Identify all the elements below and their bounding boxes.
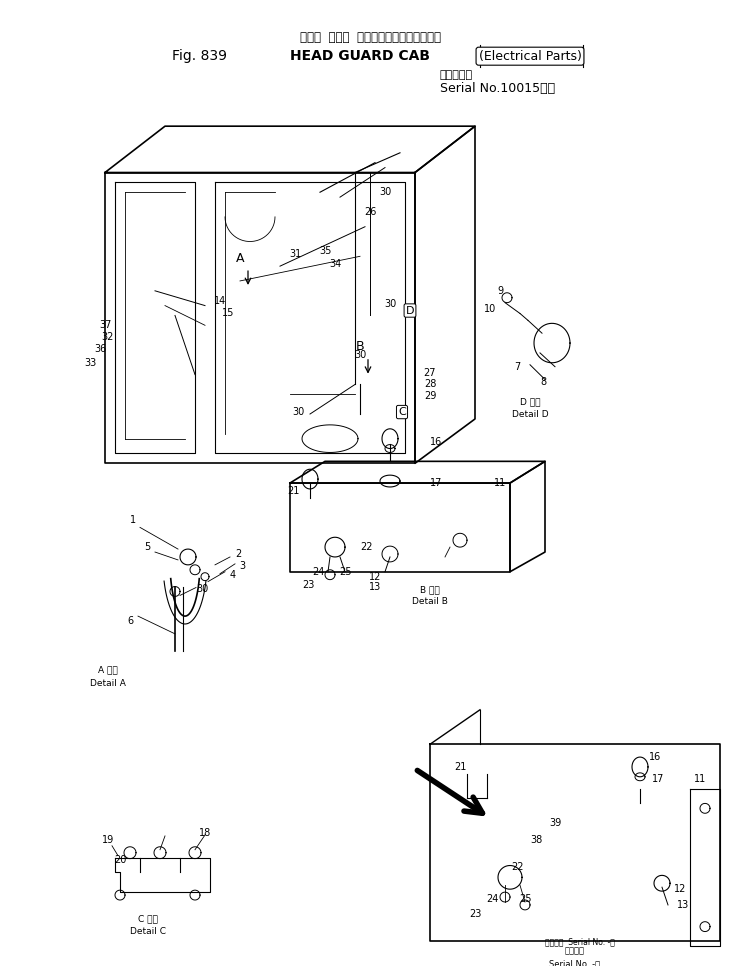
Text: 14: 14 bbox=[214, 296, 226, 305]
Text: C 詳細: C 詳細 bbox=[138, 914, 158, 923]
Text: 34: 34 bbox=[329, 259, 341, 270]
Text: 6: 6 bbox=[127, 616, 133, 626]
Text: (Electrical Parts): (Electrical Parts) bbox=[479, 49, 582, 63]
Text: 18: 18 bbox=[199, 828, 211, 838]
Text: Detail A: Detail A bbox=[90, 679, 126, 688]
Text: A: A bbox=[236, 252, 245, 265]
Text: 24: 24 bbox=[486, 894, 498, 904]
Text: 30: 30 bbox=[292, 407, 304, 417]
Text: 36: 36 bbox=[94, 344, 106, 354]
Text: 30: 30 bbox=[379, 187, 391, 197]
Text: ヘッド  ガード  キャブ（電　装　部　品）: ヘッド ガード キャブ（電 装 部 品） bbox=[299, 31, 440, 44]
Text: C: C bbox=[398, 407, 406, 417]
Text: 7: 7 bbox=[514, 361, 520, 372]
Text: 37: 37 bbox=[99, 321, 111, 330]
Text: 15: 15 bbox=[222, 308, 234, 319]
Text: B: B bbox=[356, 340, 365, 354]
Text: （適用号機: （適用号機 bbox=[440, 70, 473, 80]
Text: 1: 1 bbox=[130, 516, 136, 526]
Text: 8: 8 bbox=[540, 378, 546, 387]
Text: 24: 24 bbox=[312, 567, 325, 577]
Text: 21: 21 bbox=[453, 762, 466, 772]
Text: B 詳細: B 詳細 bbox=[420, 585, 440, 594]
Text: Detail C: Detail C bbox=[130, 927, 166, 936]
Text: 22: 22 bbox=[512, 863, 524, 872]
Text: Detail B: Detail B bbox=[412, 597, 448, 606]
Text: HEAD GUARD CAB: HEAD GUARD CAB bbox=[290, 49, 430, 63]
Text: 30: 30 bbox=[384, 298, 396, 308]
Text: 13: 13 bbox=[677, 900, 689, 910]
Text: 39: 39 bbox=[549, 818, 561, 828]
Text: 9: 9 bbox=[497, 286, 503, 296]
Text: 2: 2 bbox=[235, 549, 241, 559]
Text: 30: 30 bbox=[196, 584, 208, 594]
Text: Serial No.10015～）: Serial No.10015～） bbox=[440, 82, 555, 96]
Text: 27: 27 bbox=[424, 368, 436, 378]
Text: 25: 25 bbox=[339, 567, 351, 577]
Text: 3: 3 bbox=[239, 561, 245, 571]
Text: Fig. 839: Fig. 839 bbox=[173, 49, 227, 63]
Text: D 詳細: D 詳細 bbox=[519, 398, 540, 407]
Text: 適用号機: 適用号機 bbox=[565, 947, 585, 955]
Text: 23: 23 bbox=[302, 580, 314, 589]
Text: 20: 20 bbox=[114, 855, 126, 865]
Text: 26: 26 bbox=[364, 207, 376, 217]
Text: 29: 29 bbox=[424, 391, 436, 401]
Text: 適用号機  Serial No. -～: 適用号機 Serial No. -～ bbox=[545, 937, 615, 946]
Text: 19: 19 bbox=[102, 835, 114, 845]
Text: 38: 38 bbox=[530, 835, 542, 845]
Text: 28: 28 bbox=[424, 380, 436, 389]
Text: 12: 12 bbox=[674, 884, 686, 895]
Text: 10: 10 bbox=[484, 303, 496, 314]
Text: 17: 17 bbox=[652, 774, 664, 783]
Text: 35: 35 bbox=[319, 246, 331, 256]
Text: 33: 33 bbox=[84, 357, 96, 368]
Text: Serial No. -～: Serial No. -～ bbox=[549, 959, 600, 966]
Text: Detail D: Detail D bbox=[512, 410, 548, 418]
Text: A 詳細: A 詳細 bbox=[98, 666, 118, 675]
Text: 11: 11 bbox=[694, 774, 706, 783]
Text: 16: 16 bbox=[649, 753, 661, 762]
Text: 11: 11 bbox=[494, 478, 506, 488]
Text: 31: 31 bbox=[289, 249, 301, 259]
Text: 23: 23 bbox=[469, 909, 481, 919]
Text: 16: 16 bbox=[430, 437, 442, 446]
Text: 13: 13 bbox=[369, 582, 381, 591]
Text: 22: 22 bbox=[360, 542, 373, 553]
Text: 21: 21 bbox=[288, 486, 300, 496]
Text: 32: 32 bbox=[102, 332, 114, 342]
Text: 5: 5 bbox=[144, 542, 150, 553]
Text: 30: 30 bbox=[354, 350, 366, 360]
Text: 4: 4 bbox=[230, 570, 236, 580]
Text: 25: 25 bbox=[519, 894, 531, 904]
Text: 12: 12 bbox=[369, 572, 381, 582]
Text: 17: 17 bbox=[430, 478, 442, 488]
Text: D: D bbox=[406, 305, 414, 316]
